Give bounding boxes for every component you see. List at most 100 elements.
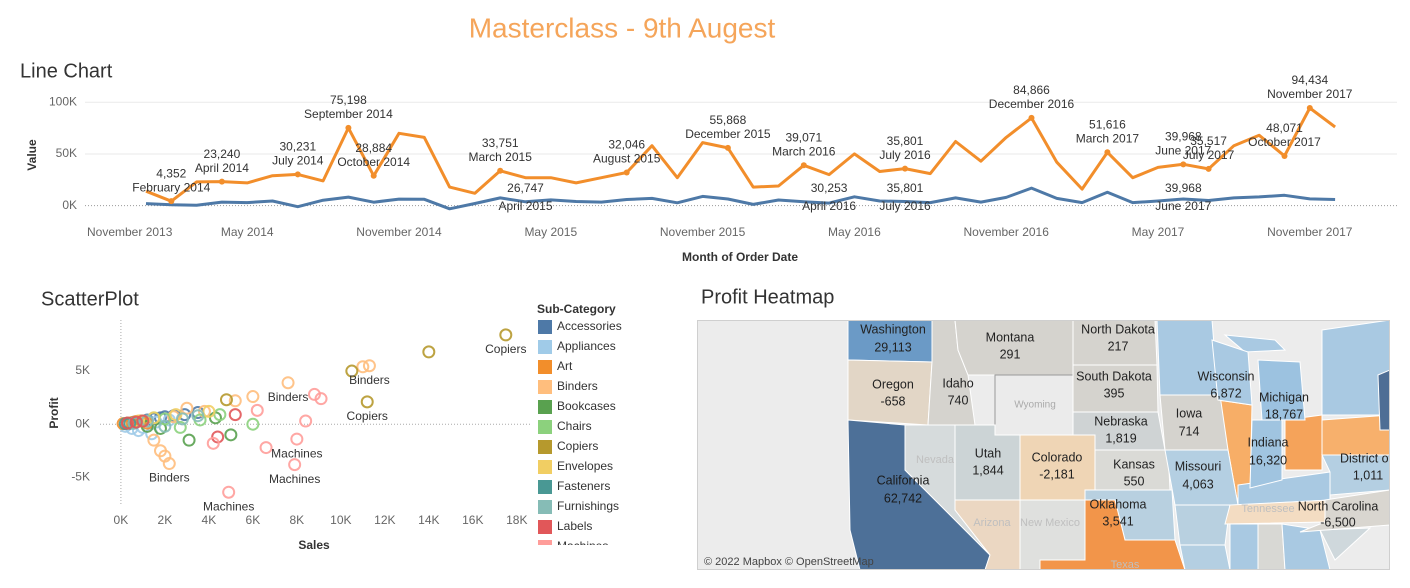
legend-swatch [538,320,552,334]
scatter-point [345,364,359,378]
x-tick-label: November 2017 [1267,225,1353,239]
scatter-point [422,345,436,359]
state-name: Oklahoma [1090,497,1147,511]
annotation: 39,968 [1165,181,1202,195]
data-label: 33,751 [482,136,519,150]
data-label-date: July 2014 [272,154,324,168]
data-label-date: March 2015 [469,150,533,164]
state-shape [1211,339,1253,406]
line-series [145,186,1336,211]
data-label-date: February 2014 [132,180,210,194]
scatter-point [206,436,220,450]
legend-label: Furnishings [557,499,619,513]
legend-swatch [538,480,552,494]
scatter-point [136,414,150,428]
annotation: 35,801 [887,181,924,195]
state-name: Michigan [1259,390,1309,404]
data-point [800,162,807,169]
scatter-point [362,359,376,373]
data-label-date: June 2017 [1155,144,1211,158]
state-name: Nevada [916,454,955,466]
data-point [370,172,377,179]
scatter-point [288,458,302,472]
data-label-date: March 2017 [1076,131,1140,145]
data-label-date: July 2016 [879,148,931,162]
state-name: Nebraska [1094,414,1148,428]
state-shape [1159,394,1229,451]
y-tick-label: 100K [49,94,77,108]
legend-label: Envelopes [557,459,613,473]
scatter-point [228,408,242,422]
data-point [1104,149,1111,156]
state-shape [1156,320,1219,396]
legend-label: Labels [557,519,592,533]
legend-swatch [538,340,552,354]
x-tick-label: 10K [330,513,351,527]
state-name: California [877,473,930,487]
scatter-point [120,416,134,430]
legend-label: Appliances [557,339,616,353]
scatter-point [202,404,216,418]
scatter-point [129,415,143,429]
state-name: Texas [1111,559,1140,571]
scatter-point [175,412,189,426]
state-name: Tennessee [1241,503,1294,515]
point-label: Binders [268,390,309,404]
data-label-date: October 2017 [1248,135,1321,149]
state-name: Wisconsin [1198,369,1255,383]
state-value: 1,011 [1353,468,1383,482]
data-label-date: December 2015 [685,127,771,141]
x-tick-label: 8K [290,513,305,527]
state-shape [1321,320,1390,416]
state-name: Kansas [1113,457,1155,471]
annotation: 26,747 [507,181,544,195]
state-value: 18,767 [1265,407,1303,421]
scatter-point [224,428,238,442]
scatter-point [356,360,370,374]
state-name: South Dakota [1076,369,1152,383]
x-tick-label: 2K [158,513,173,527]
state-value: 6,872 [1210,386,1241,400]
legend-swatch [538,360,552,374]
state-shape [1281,523,1331,570]
x-tick-label: 16K [462,513,483,527]
annotation-date: April 2015 [498,199,552,213]
data-point [497,167,504,174]
annotation-date: July 2016 [879,199,931,213]
state-shape [847,359,933,426]
point-label: Binders [349,373,390,387]
state-shape [1249,419,1283,489]
legend-label: Accessories [557,319,622,333]
state-name: Iowa [1176,406,1202,420]
state-value: 395 [1104,386,1125,400]
legend-label: Art [557,359,573,373]
state-value: 217 [1108,339,1129,353]
state-name: Washington [860,322,926,336]
line-series [145,106,1337,203]
state-name: New Mexico [1020,517,1080,529]
state-shape [1257,523,1286,570]
scatter-point [246,417,260,431]
data-label: 39,071 [785,130,822,144]
state-value: 1,819 [1105,431,1136,445]
state-name: Colorado [1032,450,1083,464]
map: Washington 29,113 Montana 291 North Dako… [697,320,1390,571]
data-point [1306,104,1313,111]
scatter-point [162,457,176,471]
x-axis-label: Sales [298,538,330,552]
x-tick-label: May 2015 [524,225,577,239]
y-tick-label: 50K [56,146,77,160]
data-label: 28,884 [355,141,392,155]
state-name: Missouri [1175,459,1222,473]
state-name: North Carolina [1298,499,1379,513]
data-label: 23,240 [204,147,241,161]
annotation: 30,253 [811,181,848,195]
scatter-point [250,403,264,417]
state-value: 62,742 [884,491,922,505]
legend-label: Copiers [557,439,598,453]
state-name: Utah [975,446,1001,460]
data-label-date: September 2014 [304,107,393,121]
y-tick-label: 5K [75,363,90,377]
state-shape [1039,499,1186,570]
scatter-point [180,401,194,415]
